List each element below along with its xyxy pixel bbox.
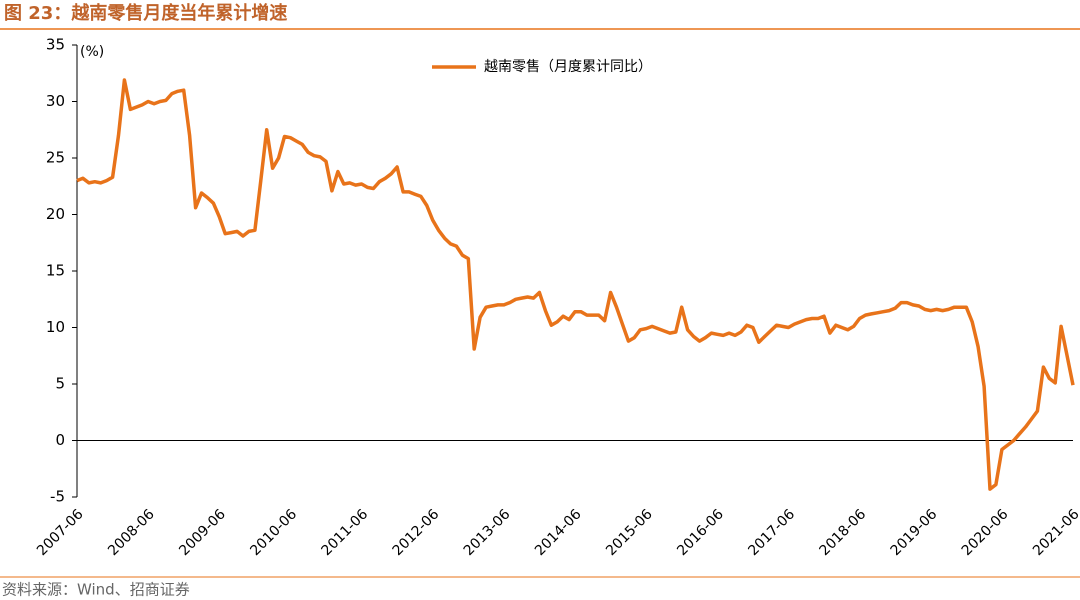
x-tick-label: 2015-06 <box>603 506 656 559</box>
y-tick-label: 25 <box>46 149 65 167</box>
chart-title: 图 23：越南零售月度当年累计增速 <box>4 2 287 24</box>
y-tick-label: 30 <box>46 92 65 110</box>
y-tick-label: 5 <box>55 375 65 393</box>
legend-label: 越南零售（月度累计同比） <box>484 59 652 75</box>
x-tick-label: 2012-06 <box>390 506 443 559</box>
x-tick-label: 2011-06 <box>319 506 372 559</box>
y-tick-label: 10 <box>46 318 65 336</box>
y-tick-label: 20 <box>46 205 65 223</box>
source-note: 资料来源：Wind、招商证券 <box>2 581 190 599</box>
x-tick-label: 2020-06 <box>959 506 1012 559</box>
x-tick-label: 2014-06 <box>532 506 585 559</box>
y-tick-label: 15 <box>46 262 65 280</box>
x-tick-label: 2016-06 <box>674 506 727 559</box>
x-tick-label: 2019-06 <box>888 506 941 559</box>
y-unit: (%) <box>80 44 104 60</box>
x-tick-label: 2017-06 <box>745 506 798 559</box>
series-line <box>76 78 1075 491</box>
y-tick-label: -5 <box>50 488 65 506</box>
x-tick-label: 2008-06 <box>105 506 158 559</box>
x-tick-label: 2007-06 <box>34 506 87 559</box>
x-tick-label: 2021-06 <box>1030 506 1080 559</box>
x-tick-label: 2018-06 <box>817 506 870 559</box>
x-tick-label: 2009-06 <box>176 506 229 559</box>
y-tick-label: 0 <box>55 431 65 449</box>
x-tick-label: 2010-06 <box>247 506 300 559</box>
y-tick-label: 35 <box>46 36 65 54</box>
x-tick-label: 2013-06 <box>461 506 514 559</box>
